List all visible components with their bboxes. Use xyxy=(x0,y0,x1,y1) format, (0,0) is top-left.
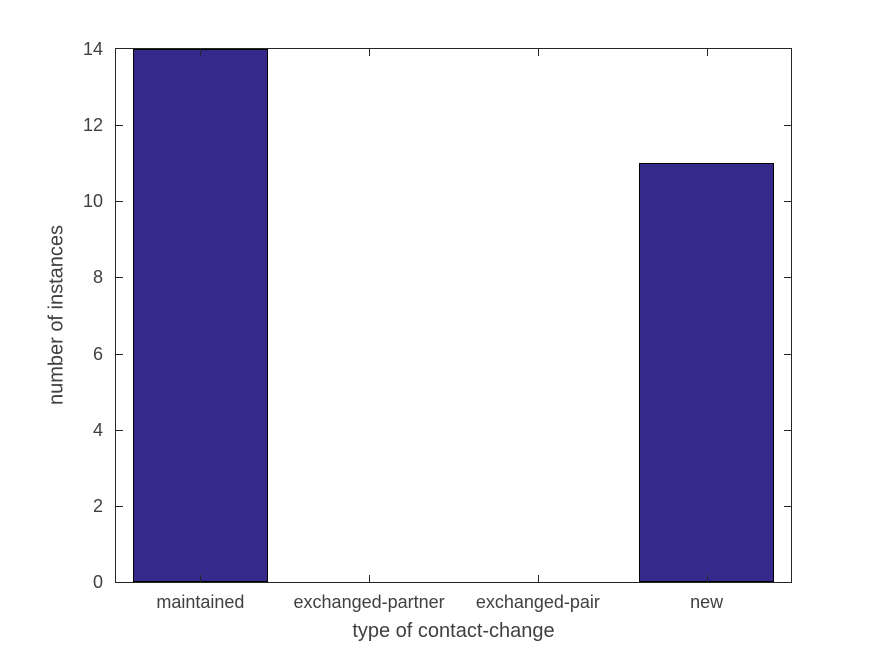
x-tick-top xyxy=(200,49,202,56)
y-tick-right xyxy=(784,277,791,279)
y-tick-label-10: 10 xyxy=(82,191,103,212)
y-tick-label-8: 8 xyxy=(92,267,103,288)
y-tick-label-2: 2 xyxy=(92,495,103,516)
y-tick-right xyxy=(784,353,791,355)
y-tick-label-12: 12 xyxy=(82,115,103,136)
y-tick-right xyxy=(784,125,791,127)
y-axis-title: number of instances xyxy=(45,224,68,406)
x-tick-bottom xyxy=(537,575,539,582)
bar-maintained xyxy=(132,49,268,582)
y-tick-left xyxy=(116,201,123,203)
x-tick-top xyxy=(537,49,539,56)
x-tick-label-new: new xyxy=(690,592,724,612)
y-tick-label-4: 4 xyxy=(92,419,103,440)
y-tick-left xyxy=(116,125,123,127)
y-tick-right xyxy=(784,201,791,203)
y-tick-label-14: 14 xyxy=(82,39,103,59)
x-tick-label-exchanged-pair: exchanged-pair xyxy=(475,592,600,612)
x-tick-label-maintained: maintained xyxy=(156,592,245,612)
bar-new xyxy=(639,163,775,582)
y-tick-right xyxy=(784,429,791,431)
x-tick-bottom xyxy=(200,575,202,582)
x-tick-bottom xyxy=(369,575,371,582)
x-tick-top xyxy=(706,49,708,56)
y-tick-label-6: 6 xyxy=(92,343,103,364)
x-axis-title: type of contact-change xyxy=(352,620,555,642)
y-tick-left xyxy=(116,353,123,355)
y-tick-left xyxy=(116,277,123,279)
y-tick-right xyxy=(784,505,791,507)
plot-area xyxy=(115,48,792,583)
x-tick-label-exchanged-partner: exchanged-partner xyxy=(293,592,445,612)
x-tick-top xyxy=(369,49,371,56)
y-tick-label-0: 0 xyxy=(92,572,103,592)
x-tick-bottom xyxy=(706,575,708,582)
y-tick-left xyxy=(116,505,123,507)
y-tick-left xyxy=(116,429,123,431)
